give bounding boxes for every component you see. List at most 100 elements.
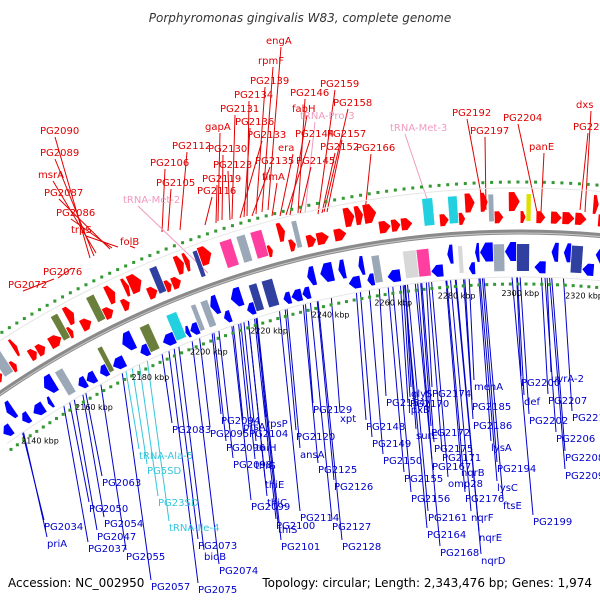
feature-label: PG2120 [296, 432, 335, 443]
gene-feature [410, 199, 424, 228]
gene-feature [475, 242, 480, 263]
feature-label: PG2089 [40, 148, 79, 159]
feature-leader-line [302, 304, 319, 464]
feature-label: menA [474, 382, 503, 393]
feature-label: PG2054 [104, 519, 143, 530]
feature-label: PG2063 [102, 478, 141, 489]
gene-feature [367, 273, 376, 286]
ring-tick [367, 192, 371, 196]
feature-leader-line [215, 184, 218, 224]
gene-feature [551, 242, 559, 262]
feature-label: PG2200 [521, 378, 560, 389]
feature-leader-line [239, 140, 263, 219]
ring-tick [53, 299, 57, 303]
feature-leader-line [22, 278, 55, 292]
feature-leader-line [199, 337, 211, 428]
feature-label: fabH [292, 104, 316, 115]
feature-leader-line [213, 332, 227, 442]
feature-label: PG2144 [295, 129, 334, 140]
gene-feature [54, 368, 76, 396]
feature-leader-line [227, 170, 231, 221]
feature-label: lpxB [408, 405, 430, 416]
feature-label: PG2152 [320, 142, 359, 153]
gene-feature [275, 222, 286, 243]
ring-tick [507, 180, 511, 184]
feature-label: PG2112 [172, 141, 211, 152]
ring-tick [231, 331, 235, 335]
feature-label: PG2185 [472, 402, 511, 413]
gene-feature [8, 360, 18, 373]
gene-feature [320, 261, 335, 283]
gene-feature [387, 269, 402, 283]
ring-tick [481, 181, 485, 185]
feature-leader-line [428, 281, 443, 452]
ring-tick [595, 285, 599, 289]
ring-tick [102, 389, 106, 393]
gene-feature [416, 248, 431, 277]
feature-leader-line [167, 188, 172, 232]
ring-tick [30, 312, 34, 316]
gene-feature [291, 220, 303, 248]
ring-tick [140, 257, 144, 261]
gene-feature [302, 286, 312, 300]
gene-feature [592, 194, 599, 215]
feature-leader-line [217, 132, 221, 222]
feature-leader-line [52, 180, 97, 254]
feature-leader-line [138, 364, 159, 497]
topology-text: Topology: circular; Length: 2,343,476 bp… [261, 576, 592, 590]
gene-feature [574, 212, 587, 225]
feature-leader-line [240, 322, 256, 460]
ring-tick [469, 283, 473, 287]
feature-label: thiC [267, 498, 287, 509]
feature-leader-line [131, 367, 148, 465]
gene-feature [172, 255, 184, 275]
gene-feature [402, 250, 419, 279]
ring-tick [172, 354, 176, 358]
ring-tick [81, 400, 85, 404]
ring-tick [75, 404, 79, 408]
feature-label: PG2047 [97, 532, 136, 543]
feature-label: PG2209 [565, 471, 600, 482]
feature-label: PG2172 [431, 428, 470, 439]
gene-feature [447, 196, 459, 224]
gene-feature [190, 322, 201, 335]
gene-feature [223, 310, 233, 323]
ring-tick [399, 290, 403, 294]
ring-tick [214, 229, 218, 233]
feature-label: PG2075 [198, 585, 237, 596]
feature-label: PG2146 [290, 88, 329, 99]
feature-leader-line [541, 277, 549, 395]
feature-label: PG2148 [366, 422, 405, 433]
feature-label: PG2116 [197, 186, 236, 197]
feature-leader-line [387, 286, 405, 473]
feature-leader-line [404, 133, 432, 212]
feature-label: PG2129 [313, 405, 352, 416]
gene-feature [468, 262, 476, 275]
feature-label: PG2161 [428, 513, 467, 524]
feature-leader-line [271, 182, 278, 217]
ring-tick [472, 181, 476, 185]
feature-label: PG2098 [233, 460, 272, 471]
ring-tick [438, 286, 442, 290]
ring-tick [100, 275, 104, 279]
feature-leader-line [323, 108, 349, 213]
ring-tick [516, 282, 520, 286]
feature-label: PG2202 [529, 416, 568, 427]
feature-label: PG2156 [411, 494, 450, 505]
feature-label: PG2192 [452, 108, 491, 119]
feature-leader-line [454, 279, 482, 555]
feature-leader-line [73, 398, 98, 531]
gene-feature [431, 264, 444, 277]
ring-tick [38, 308, 42, 312]
kbp-tick-label: 2160 kbp [75, 403, 113, 412]
feature-leader-line [399, 285, 409, 404]
feature-leader-line [414, 283, 441, 547]
gene-feature [50, 313, 71, 341]
ring-tick [406, 289, 410, 293]
gene-feature [371, 255, 383, 283]
gene-feature [520, 211, 526, 224]
feature-label: dxs [576, 100, 593, 111]
ring-tick [324, 200, 328, 204]
gene-feature [163, 280, 172, 293]
feature-label: era [278, 143, 294, 154]
